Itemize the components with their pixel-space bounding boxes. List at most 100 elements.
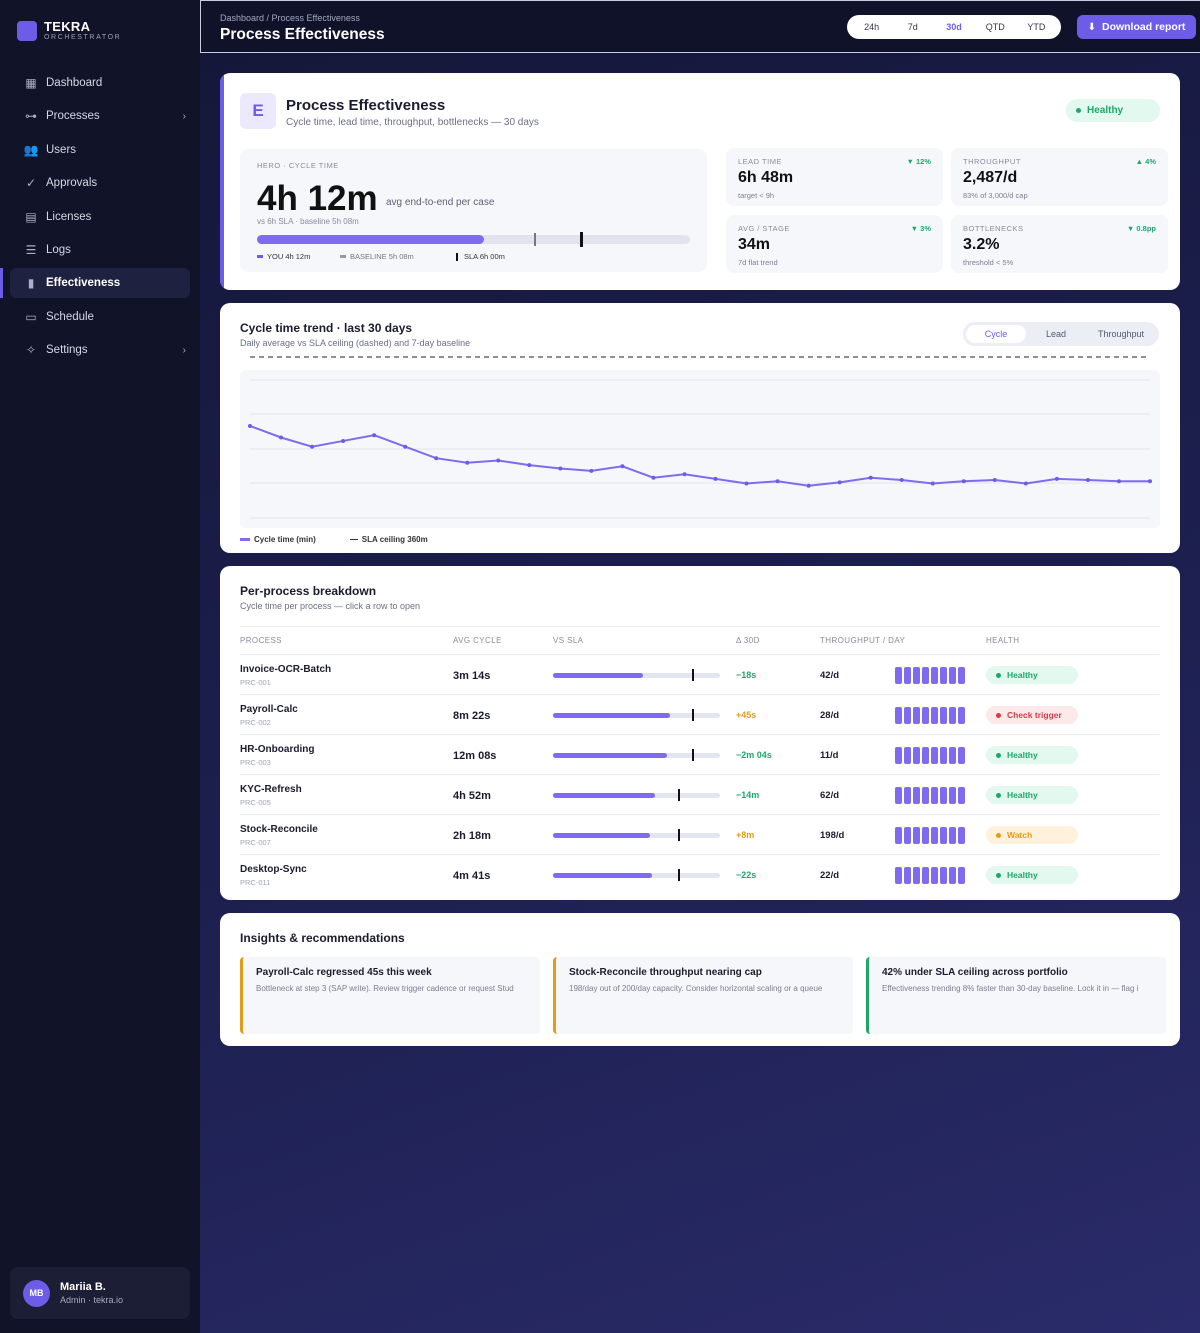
- health-label: Watch: [1007, 830, 1033, 840]
- spark-bar: [949, 707, 956, 724]
- data-point[interactable]: [806, 483, 811, 488]
- kpi-card-bottlenecks[interactable]: [951, 215, 1168, 273]
- throughput-sparkbars: [895, 787, 965, 804]
- data-point[interactable]: [434, 456, 439, 461]
- data-point[interactable]: [992, 478, 997, 483]
- sidebar-item-effectiveness[interactable]: ▮ Effectiveness: [0, 268, 190, 299]
- kpi-value: 2,487/d: [963, 169, 1018, 186]
- range-option-7d[interactable]: 7d: [907, 22, 918, 32]
- brand[interactable]: TEKRA ORCHESTRATOR: [17, 20, 121, 42]
- kpi-label: THROUGHPUT: [963, 157, 1021, 166]
- insights-title: Insights & recommendations: [240, 931, 405, 945]
- date-range-selector: 24h 7d 30d QTD YTD: [847, 15, 1061, 39]
- column-header-4[interactable]: THROUGHPUT / DAY: [820, 636, 906, 645]
- table-row[interactable]: Payroll-Calc PRC-002 8m 22s +45s 28/d Check t…: [240, 694, 1160, 734]
- sidebar-item-approvals[interactable]: ✓ Approvals: [10, 168, 190, 198]
- tab-throughput[interactable]: Throughput: [1097, 329, 1145, 339]
- column-header-0[interactable]: PROCESS: [240, 636, 282, 645]
- user-card[interactable]: MB Mariia B. Admin · tekra.io: [10, 1267, 190, 1319]
- throughput: 22/d: [820, 870, 840, 881]
- table-row[interactable]: KYC-Refresh PRC-005 4h 52m −14m 62/d Healthy: [240, 774, 1160, 814]
- download-report-button[interactable]: ⬇ Download report: [1077, 15, 1196, 39]
- legend-baseline-label: BASELINE 5h 08m: [350, 252, 414, 261]
- health-label: Healthy: [1007, 790, 1038, 800]
- chevron-right-icon: ›: [182, 344, 186, 356]
- tab-cycle[interactable]: Cycle: [966, 325, 1026, 343]
- throughput-sparkbars: [895, 707, 965, 724]
- data-point[interactable]: [1148, 479, 1152, 484]
- data-point[interactable]: [310, 444, 315, 449]
- sidebar-item-dashboard[interactable]: ▦ Dashboard: [10, 68, 190, 98]
- sidebar-item-users[interactable]: 👥 Users: [10, 135, 190, 165]
- data-point[interactable]: [496, 458, 501, 463]
- data-point[interactable]: [341, 438, 346, 443]
- data-point[interactable]: [961, 479, 966, 484]
- data-point[interactable]: [837, 480, 842, 485]
- process-cell: Stock-Reconcile PRC-007: [240, 824, 318, 847]
- avg-cycle: 4h 52m: [453, 790, 491, 802]
- sla-marker: [678, 869, 680, 881]
- data-point[interactable]: [372, 433, 377, 438]
- data-point[interactable]: [1023, 481, 1028, 486]
- spark-bar: [940, 667, 947, 684]
- sidebar-item-processes[interactable]: ⊶ Processes ›: [10, 101, 190, 131]
- spark-bar: [940, 867, 947, 884]
- data-point[interactable]: [589, 468, 594, 473]
- kpi-card-lead-time[interactable]: [726, 148, 943, 206]
- health-dot: [996, 872, 1001, 878]
- sidebar-item-logs[interactable]: ☰ Logs: [10, 235, 190, 265]
- process-id: PRC-001: [240, 678, 271, 687]
- data-point[interactable]: [465, 460, 470, 465]
- spark-bar: [958, 667, 965, 684]
- insight-card[interactable]: Stock-Reconcile throughput nearing cap 19…: [553, 957, 853, 1034]
- data-point[interactable]: [651, 475, 656, 480]
- sidebar-item-label: Settings: [46, 344, 88, 357]
- trend-subtitle: Daily average vs SLA ceiling (dashed) an…: [240, 338, 471, 348]
- data-point[interactable]: [558, 466, 563, 471]
- data-point[interactable]: [744, 481, 749, 486]
- data-point[interactable]: [930, 481, 935, 486]
- data-point[interactable]: [1085, 478, 1090, 483]
- insight-card[interactable]: 42% under SLA ceiling across portfolio Ef…: [866, 957, 1166, 1034]
- column-header-2[interactable]: VS SLA: [553, 636, 584, 645]
- range-option-qtd[interactable]: QTD: [985, 22, 1005, 32]
- kpi-label: LEAD TIME: [738, 157, 782, 166]
- column-header-5[interactable]: HEALTH: [986, 636, 1020, 645]
- data-point[interactable]: [775, 479, 780, 484]
- sla-swatch: [349, 539, 358, 540]
- health-badge: Watch: [986, 826, 1078, 844]
- sidebar-item-settings[interactable]: ✧ Settings ›: [10, 335, 190, 365]
- data-point[interactable]: [527, 463, 532, 468]
- data-point[interactable]: [682, 472, 687, 477]
- column-header-1[interactable]: AVG CYCLE: [453, 636, 502, 645]
- data-point[interactable]: [403, 444, 408, 449]
- column-header-3[interactable]: Δ 30D: [736, 636, 760, 645]
- health-badge: Healthy: [986, 746, 1078, 764]
- data-point[interactable]: [713, 476, 718, 481]
- insight-card[interactable]: Payroll-Calc regressed 45s this week Bott…: [240, 957, 540, 1034]
- breadcrumb[interactable]: Dashboard / Process Effectiveness: [220, 13, 360, 23]
- data-point[interactable]: [1054, 476, 1059, 481]
- table-row[interactable]: Desktop-Sync PRC-011 4m 41s −22s 22/d Healthy: [240, 854, 1160, 894]
- data-point[interactable]: [620, 464, 625, 469]
- data-point[interactable]: [1116, 479, 1121, 484]
- tab-lead[interactable]: Lead: [1045, 329, 1067, 339]
- data-point[interactable]: [248, 424, 252, 428]
- table-row[interactable]: Stock-Reconcile PRC-007 2h 18m +8m 198/d Watc…: [240, 814, 1160, 854]
- table-row[interactable]: Invoice-OCR-Batch PRC-001 3m 14s −18s 42/d He…: [240, 654, 1160, 694]
- data-point[interactable]: [899, 478, 904, 483]
- sidebar-item-schedule[interactable]: ▭ Schedule: [10, 302, 190, 332]
- sidebar-item-licenses[interactable]: ▤ Licenses: [10, 202, 190, 232]
- health-label: Check trigger: [1007, 710, 1062, 720]
- range-option-30d[interactable]: 30d: [946, 22, 962, 32]
- range-option-ytd[interactable]: YTD: [1027, 22, 1046, 32]
- kpi-card-throughput[interactable]: [951, 148, 1168, 206]
- health-dot: [996, 752, 1001, 758]
- insight-body: 198/day out of 200/day capacity. Conside…: [569, 984, 823, 993]
- data-point[interactable]: [279, 435, 284, 440]
- range-option-24h[interactable]: 24h: [864, 22, 880, 32]
- table-row[interactable]: HR-Onboarding PRC-003 12m 08s −2m 04s 11/d He…: [240, 734, 1160, 774]
- data-point[interactable]: [868, 475, 873, 480]
- kpi-card-avg-stage[interactable]: [726, 215, 943, 273]
- spark-bar: [895, 787, 902, 804]
